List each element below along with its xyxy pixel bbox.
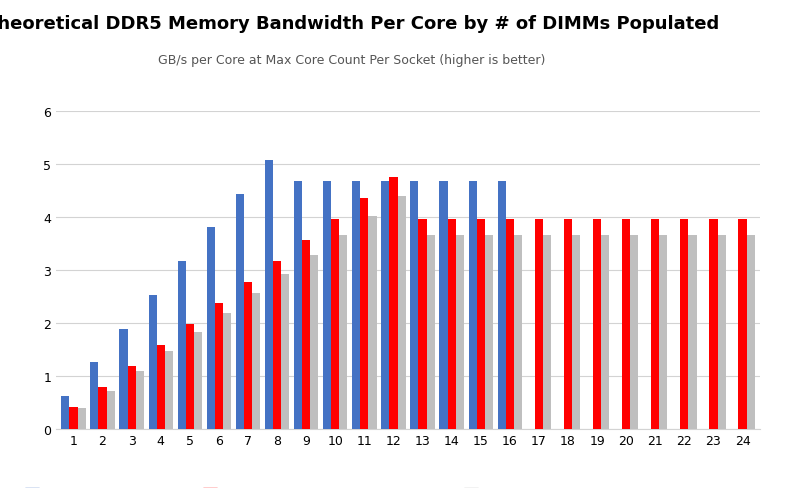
Bar — [601, 235, 610, 429]
Bar — [331, 220, 339, 429]
Bar — [165, 352, 173, 429]
Bar — [119, 329, 127, 429]
Bar — [186, 325, 194, 429]
Bar — [680, 220, 689, 429]
Bar — [439, 182, 447, 429]
Bar — [310, 255, 318, 429]
Bar — [718, 235, 726, 429]
Bar — [746, 235, 754, 429]
Bar — [689, 235, 697, 429]
Bar — [265, 161, 273, 429]
Bar — [447, 220, 456, 429]
Bar — [98, 387, 106, 429]
Bar — [659, 235, 667, 429]
Bar — [273, 262, 281, 429]
Bar — [738, 220, 746, 429]
Legend: Intel "Sapphire Rapids", AMD "Genoa" DDR5-4000 2DPC Case, AMD "Genoa" DDR5-3600 : Intel "Sapphire Rapids", AMD "Genoa" DDR… — [20, 483, 712, 488]
Bar — [194, 333, 202, 429]
Bar — [70, 407, 78, 429]
Bar — [564, 220, 572, 429]
Bar — [127, 366, 136, 429]
Bar — [339, 235, 347, 429]
Bar — [651, 220, 659, 429]
Bar — [485, 235, 493, 429]
Bar — [90, 362, 98, 429]
Bar — [360, 199, 369, 429]
Text: Theoretical DDR5 Memory Bandwidth Per Core by # of DIMMs Populated: Theoretical DDR5 Memory Bandwidth Per Co… — [0, 15, 719, 33]
Bar — [469, 182, 477, 429]
Bar — [418, 220, 426, 429]
Bar — [78, 408, 86, 429]
Bar — [543, 235, 551, 429]
Bar — [206, 228, 215, 429]
Bar — [630, 235, 638, 429]
Bar — [223, 313, 231, 429]
Bar — [281, 275, 290, 429]
Bar — [157, 346, 165, 429]
Bar — [477, 220, 485, 429]
Bar — [252, 294, 260, 429]
Bar — [622, 220, 630, 429]
Bar — [498, 182, 506, 429]
Bar — [382, 182, 390, 429]
Bar — [535, 220, 543, 429]
Bar — [215, 304, 223, 429]
Bar — [506, 220, 514, 429]
Bar — [323, 182, 331, 429]
Bar — [294, 182, 302, 429]
Bar — [514, 235, 522, 429]
Bar — [149, 295, 157, 429]
Bar — [410, 182, 418, 429]
Bar — [302, 241, 310, 429]
Bar — [178, 262, 186, 429]
Bar — [572, 235, 580, 429]
Bar — [456, 235, 464, 429]
Bar — [106, 391, 114, 429]
Bar — [136, 371, 144, 429]
Bar — [426, 235, 434, 429]
Bar — [398, 197, 406, 429]
Bar — [244, 283, 252, 429]
Bar — [352, 182, 360, 429]
Bar — [369, 216, 377, 429]
Text: GB/s per Core at Max Core Count Per Socket (higher is better): GB/s per Core at Max Core Count Per Sock… — [158, 54, 546, 67]
Bar — [710, 220, 718, 429]
Bar — [390, 178, 398, 429]
Bar — [62, 396, 70, 429]
Bar — [236, 195, 244, 429]
Bar — [593, 220, 601, 429]
